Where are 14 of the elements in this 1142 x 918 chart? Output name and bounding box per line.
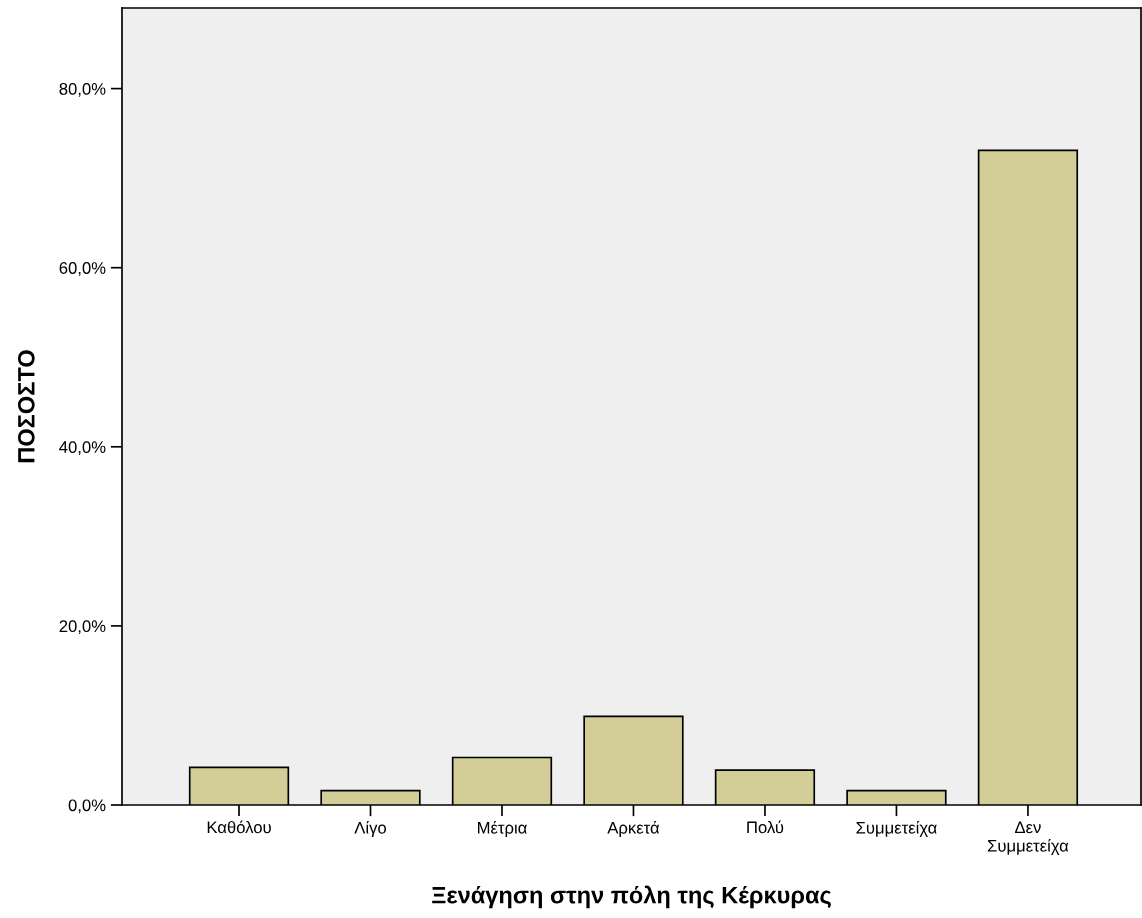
x-tick-label: Πολύ (747, 820, 784, 834)
y-tick-label: 40,0% (59, 441, 106, 455)
x-tick-label: Λίγο (354, 820, 387, 837)
y-axis-title: ΠΟΣΟΣΤΟ (17, 350, 35, 463)
y-tick-label: 20,0% (59, 620, 106, 635)
x-axis-title: Ξενάγηση στην πόλη της Κέρκυρας (432, 885, 831, 909)
x-tick-label: Μέτρια (478, 820, 527, 837)
x-tick-label: Αρκετά (607, 820, 660, 837)
x-tick-label: Συμμετείχα (856, 820, 937, 837)
y-tick-label: 80,0% (59, 83, 106, 97)
y-tick-label: 60,0% (59, 262, 106, 276)
x-tick-label: Καθόλου (207, 820, 271, 834)
x-tick-label: Δεν Συμμετείχα (987, 821, 1069, 856)
y-tick-label: 0,0% (68, 799, 106, 814)
